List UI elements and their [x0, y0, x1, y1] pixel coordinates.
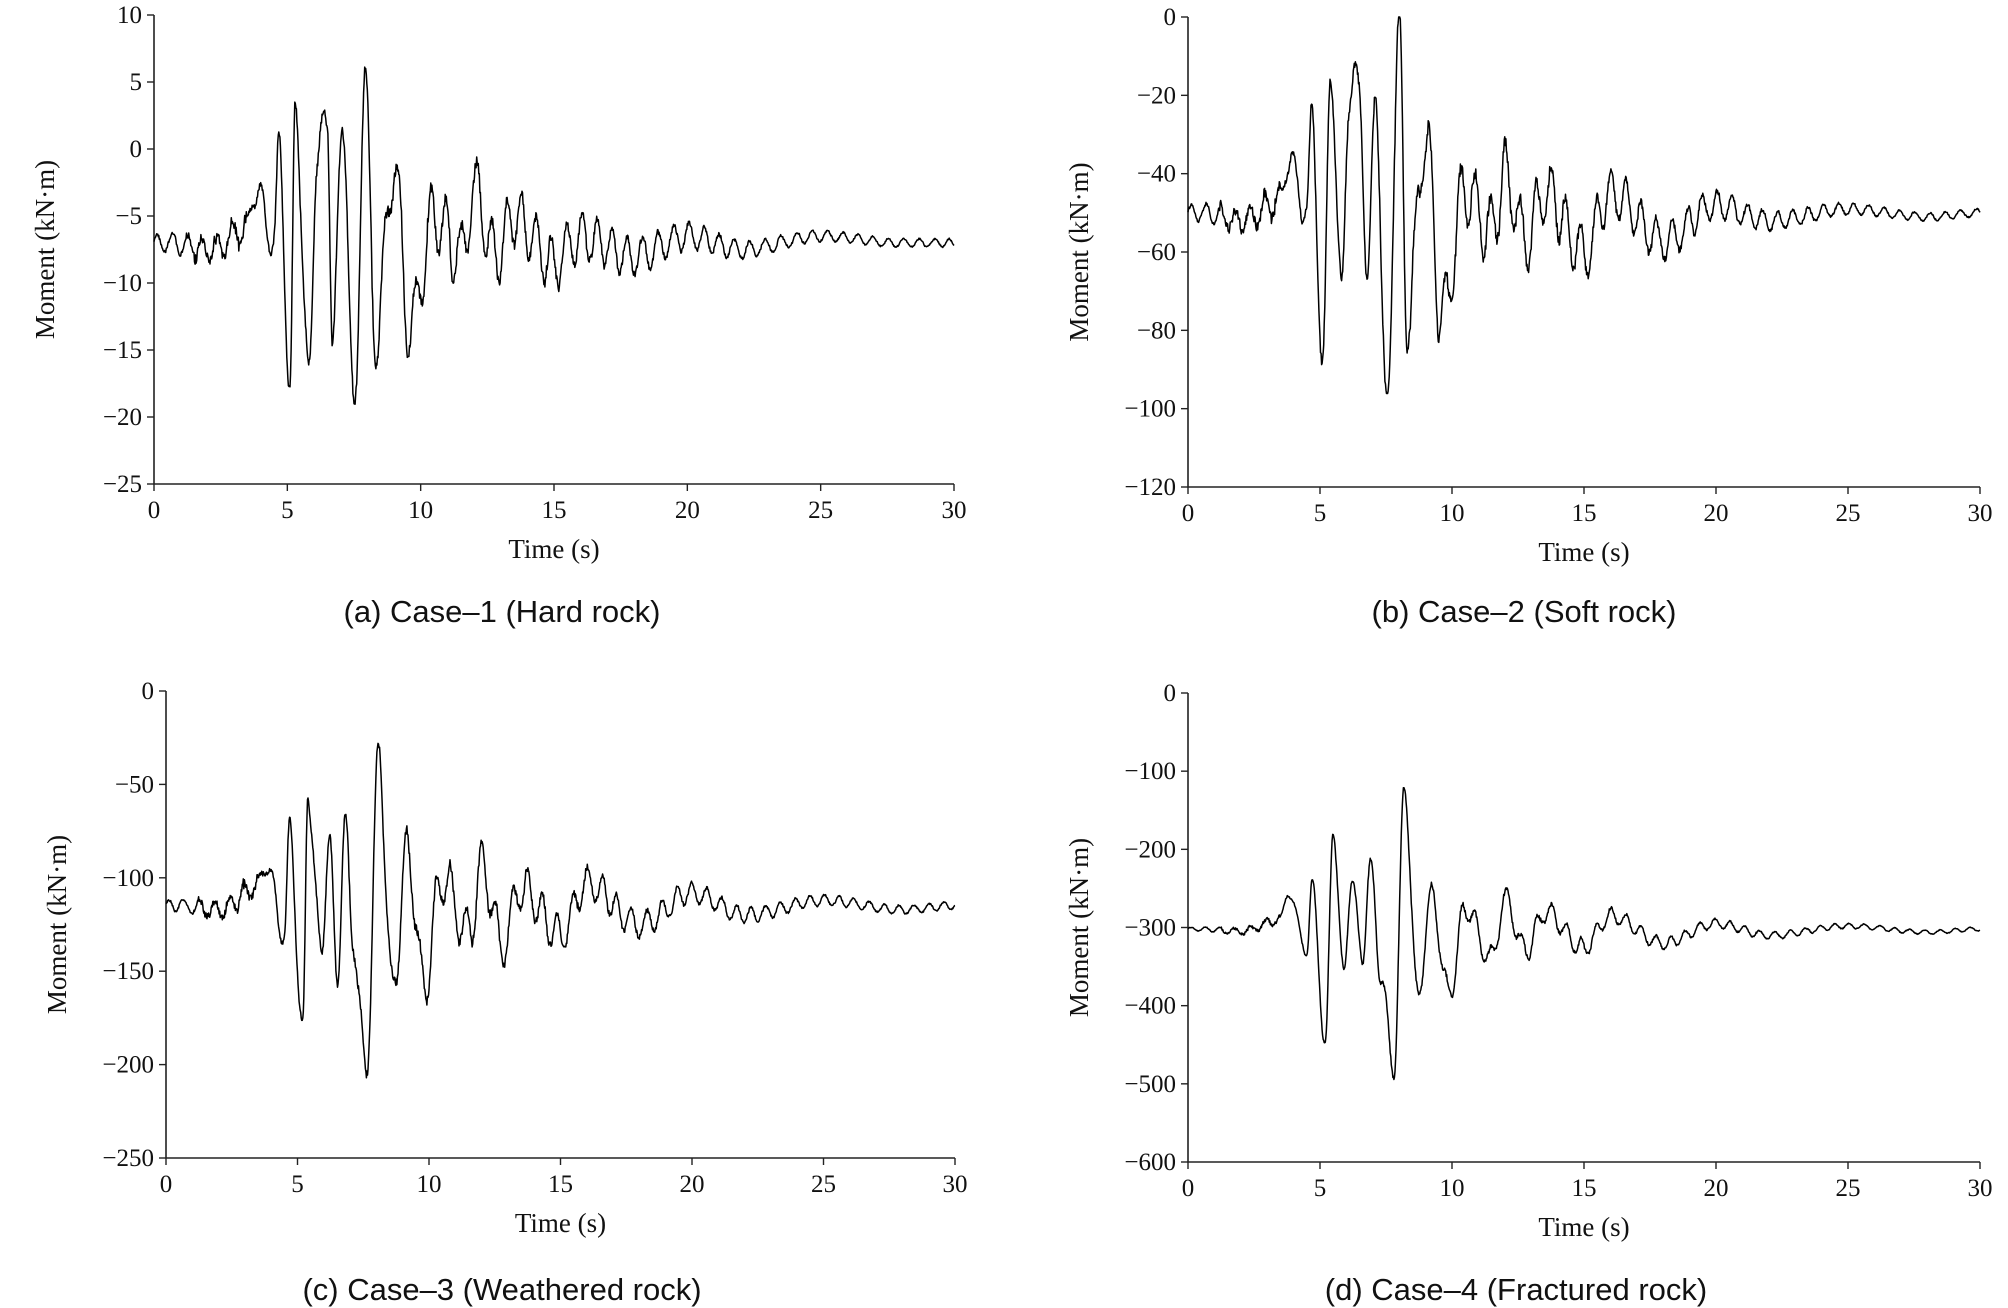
x-tick-label: 5: [1314, 500, 1327, 527]
x-tick-label: 15: [1572, 1175, 1597, 1202]
y-tick-label: 0: [1164, 680, 1177, 707]
y-tick-label: 5: [130, 69, 143, 96]
x-tick-label: 30: [943, 1171, 968, 1198]
x-tick-label: 30: [1968, 1175, 1993, 1202]
x-axis-title: Time (s): [515, 1208, 606, 1238]
y-tick-label: 0: [1164, 4, 1177, 31]
caption-c: (c) Case–3 (Weathered rock): [302, 1272, 702, 1307]
x-tick-label: 10: [1440, 1175, 1465, 1202]
x-tick-label: 10: [408, 497, 433, 524]
y-tick-label: −120: [1124, 474, 1176, 501]
axes: [1187, 693, 1980, 1163]
moment-series-line: [165, 742, 956, 1079]
y-tick-label: 0: [130, 136, 143, 163]
y-axis-title: Moment (kN·m): [1064, 162, 1094, 341]
panel-d: −600 −500 −400 −300 −200 −100 0 0 5 10 15 20 25 30 Tim…: [1004, 650, 2008, 1307]
x-tick-label: 0: [148, 497, 161, 524]
x-tick-label: 0: [160, 1171, 173, 1198]
x-tick-label: 10: [1440, 500, 1465, 527]
caption-b: (b) Case–2 (Soft rock): [1371, 594, 1677, 629]
y-tick-label: 0: [142, 678, 155, 705]
y-tick-label: −100: [102, 865, 154, 892]
y-tick-label: −60: [1137, 239, 1176, 266]
x-tick-label: 25: [1836, 1175, 1861, 1202]
y-tick-label: −10: [103, 270, 142, 297]
y-axis-title: Moment (kN·m): [30, 160, 60, 339]
x-tick-label: 25: [1836, 500, 1861, 527]
y-tick-label: −150: [102, 958, 154, 985]
moment-series-line: [1187, 16, 1981, 395]
y-tick-label: 10: [117, 2, 142, 29]
y-tick-label: −200: [102, 1052, 154, 1079]
y-axis-title: Moment (kN·m): [42, 835, 72, 1014]
moment-series-line: [153, 66, 955, 405]
chart-d: −600 −500 −400 −300 −200 −100 0 0 5 10 15 20 25 30 Tim…: [1064, 680, 1993, 1242]
y-tick-label: −15: [103, 337, 142, 364]
x-tick-label: 20: [1704, 500, 1729, 527]
panel-b: −120 −100 −80 −60 −40 −20 0 0 5 10 15 20 25 30 Time (s…: [1004, 0, 2008, 650]
caption-a: (a) Case–1 (Hard rock): [343, 594, 661, 629]
y-tick-label: −50: [115, 771, 154, 798]
moment-series-line: [1187, 786, 1981, 1081]
x-tick-label: 0: [1182, 500, 1195, 527]
x-tick-label: 30: [942, 497, 967, 524]
x-tick-label: 15: [542, 497, 567, 524]
x-tick-label: 15: [1572, 500, 1597, 527]
x-tick-label: 5: [281, 497, 294, 524]
y-tick-label: −200: [1124, 836, 1176, 863]
x-tick-label: 5: [1314, 1175, 1327, 1202]
y-tick-label: −400: [1124, 993, 1176, 1020]
y-tick-label: −25: [103, 471, 142, 498]
y-tick-label: −20: [1137, 82, 1176, 109]
chart-a: −25 −20 −15 −10 −5 0 5 10 0 5 10 15 20 25 30 Time (s) Mo…: [30, 2, 967, 564]
y-tick-label: −300: [1124, 915, 1176, 942]
y-tick-label: −100: [1124, 396, 1176, 423]
x-tick-label: 20: [675, 497, 700, 524]
x-axis-title: Time (s): [1538, 537, 1629, 567]
y-tick-label: −250: [102, 1145, 154, 1172]
panel-c: −250 −200 −150 −100 −50 0 0 5 10 15 20 25 30 Time (s)…: [0, 650, 1004, 1307]
x-tick-label: 25: [808, 497, 833, 524]
x-tick-label: 0: [1182, 1175, 1195, 1202]
x-tick-label: 15: [548, 1171, 573, 1198]
y-tick-label: −80: [1137, 317, 1176, 344]
x-axis-title: Time (s): [1538, 1212, 1629, 1242]
y-tick-label: −20: [103, 404, 142, 431]
x-axis-title: Time (s): [508, 534, 599, 564]
y-tick-label: −40: [1137, 161, 1176, 188]
y-axis-title: Moment (kN·m): [1064, 838, 1094, 1017]
x-tick-label: 20: [680, 1171, 705, 1198]
x-tick-label: 10: [417, 1171, 442, 1198]
y-tick-label: −100: [1124, 758, 1176, 785]
x-tick-label: 5: [291, 1171, 304, 1198]
y-tick-label: −500: [1124, 1071, 1176, 1098]
chart-b: −120 −100 −80 −60 −40 −20 0 0 5 10 15 20 25 30 Time (s…: [1064, 4, 1993, 567]
y-tick-label: −5: [115, 203, 142, 230]
x-tick-label: 20: [1704, 1175, 1729, 1202]
x-tick-label: 30: [1968, 500, 1993, 527]
y-tick-label: −600: [1124, 1149, 1176, 1176]
x-tick-label: 25: [811, 1171, 836, 1198]
panel-a: −25 −20 −15 −10 −5 0 5 10 0 5 10 15 20 25 30 Time (s) Mo…: [0, 0, 1004, 650]
caption-d: (d) Case–4 (Fractured rock): [1324, 1272, 1708, 1307]
chart-c: −250 −200 −150 −100 −50 0 0 5 10 15 20 25 30 Time (s)…: [42, 678, 968, 1238]
